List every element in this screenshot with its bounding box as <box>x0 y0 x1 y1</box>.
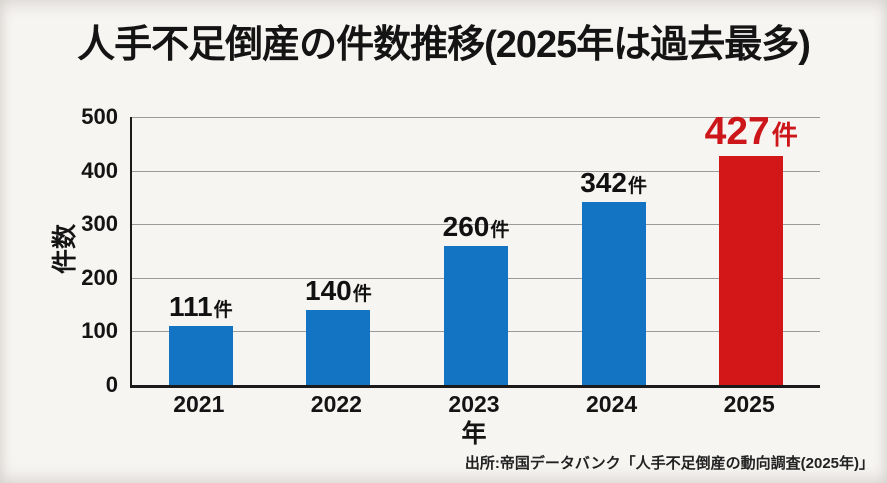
y-tick-100: 100 <box>81 318 118 344</box>
y-tick-200: 200 <box>81 264 118 290</box>
value-label-2022: 140件 <box>305 274 372 306</box>
x-tick-2025: 2025 <box>723 391 775 417</box>
bar-2025 <box>719 156 784 385</box>
x-tick-2024: 2024 <box>586 391 638 417</box>
x-tick-2022: 2022 <box>310 391 362 417</box>
y-tick-500: 500 <box>81 104 118 129</box>
value-label-2023: 260件 <box>442 210 510 242</box>
bar-2024 <box>581 201 646 385</box>
chart-title: 人手不足倒産の件数推移(2025年は過去最多) <box>77 24 811 66</box>
value-label-2025: 427件 <box>704 110 798 154</box>
plot-area: 111件 140件 260件 342件 427件 <box>130 112 820 388</box>
bar-2023 <box>444 245 508 385</box>
bar-2021 <box>168 325 233 385</box>
gridline-400 <box>132 170 820 172</box>
y-tick-400: 400 <box>81 157 118 183</box>
y-tick-300: 300 <box>81 211 118 237</box>
y-tick-0: 0 <box>105 372 118 397</box>
x-tick-2023: 2023 <box>448 391 500 417</box>
source-note: 出所:帝国データバンク「人手不足倒産の動向調査(2025年)」 <box>464 455 874 472</box>
gridline-500 <box>132 117 820 118</box>
gridline-300 <box>132 224 820 226</box>
x-tick-2021: 2021 <box>173 391 225 417</box>
x-axis-title: 年 <box>461 420 487 448</box>
value-label-2024: 342件 <box>580 166 647 198</box>
bar-2022 <box>306 309 371 385</box>
value-label-2021: 111件 <box>168 290 233 322</box>
